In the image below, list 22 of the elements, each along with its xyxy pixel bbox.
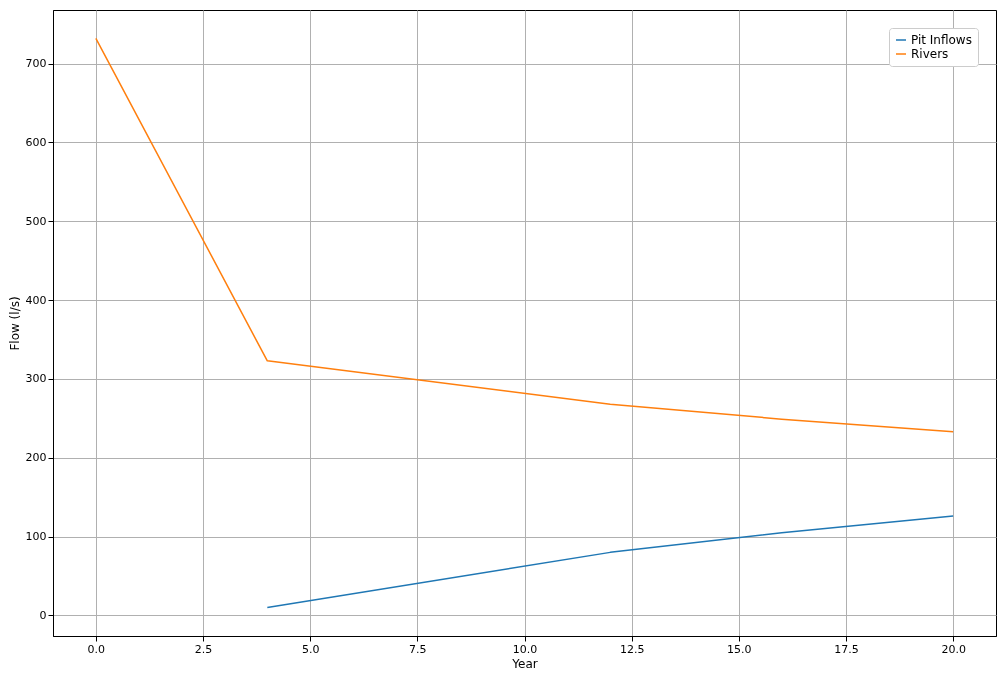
x-tick-label: 17.5 [834, 642, 859, 656]
x-tick-label: 5.0 [301, 642, 320, 656]
legend-label: Pit Inflows [911, 33, 972, 47]
x-tick-label: 7.5 [409, 642, 427, 656]
y-tick-label: 300 [25, 372, 47, 386]
line-series [266, 515, 954, 609]
legend-label: Rivers [911, 47, 949, 61]
x-tick-label: 10.0 [512, 642, 538, 656]
y-tick-label: 200 [25, 451, 47, 465]
x-tick-label: 15.0 [727, 642, 752, 656]
y-tick-label: 0 [39, 608, 47, 622]
y-axis-title: Flow (l/s) [7, 296, 22, 351]
y-tick-label: 600 [25, 136, 47, 149]
x-tick-label: 0.0 [87, 642, 106, 656]
x-tick-label: 20.0 [941, 642, 966, 656]
y-tick-label: 700 [25, 57, 47, 71]
y-tick-label: 500 [25, 214, 47, 228]
x-tick-label: 12.5 [619, 642, 645, 656]
x-tick-label: 2.5 [194, 642, 213, 656]
y-tick-label: 100 [25, 530, 47, 544]
y-tick-label: 400 [25, 293, 47, 307]
x-axis-title: Year [511, 656, 538, 671]
